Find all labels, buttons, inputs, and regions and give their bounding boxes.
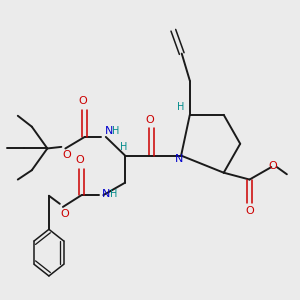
Text: N: N bbox=[176, 154, 184, 164]
Text: H: H bbox=[110, 188, 117, 199]
Text: H: H bbox=[177, 102, 184, 112]
Text: O: O bbox=[245, 206, 254, 216]
Text: O: O bbox=[268, 160, 277, 171]
Text: N: N bbox=[105, 126, 113, 136]
Text: H: H bbox=[120, 142, 127, 152]
Text: N: N bbox=[102, 188, 111, 199]
Text: O: O bbox=[76, 155, 84, 165]
Text: O: O bbox=[146, 115, 154, 125]
Text: O: O bbox=[79, 96, 88, 106]
Text: O: O bbox=[60, 209, 69, 219]
Text: H: H bbox=[112, 126, 119, 136]
Text: O: O bbox=[63, 150, 71, 160]
